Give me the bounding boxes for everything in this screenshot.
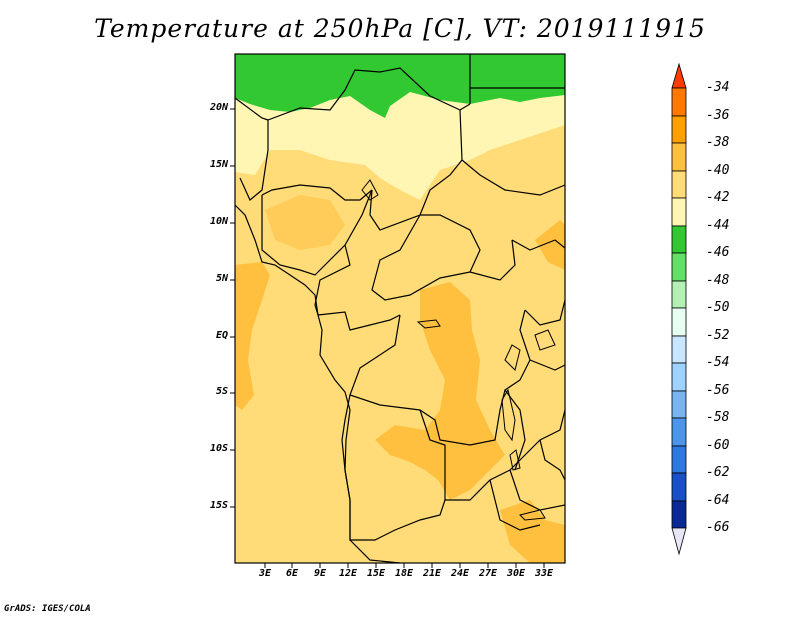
- colorbar-box-14: [671, 445, 687, 474]
- colorbar-box-6: [671, 225, 687, 254]
- lon-label-18e: 18E: [394, 568, 414, 579]
- temperature-field: [235, 54, 565, 563]
- colorbar-label-m54: -54: [706, 355, 730, 370]
- lakes: [361, 179, 556, 521]
- colorbar-label-m50: -50: [706, 300, 730, 315]
- map-title: Temperature at 250hPa [C], VT: 201911191…: [94, 14, 706, 43]
- colorbar-box-9: [671, 307, 687, 337]
- colorbar-label-m64: -64: [706, 493, 730, 508]
- lon-label-33e: 33E: [534, 568, 554, 579]
- temp-patch-central: [375, 282, 505, 500]
- country-borders: [235, 54, 565, 563]
- temp-patch-east: [535, 220, 565, 270]
- coastline: [234, 204, 351, 540]
- colorbar-box-15: [671, 472, 687, 502]
- colorbar-label-m66: -66: [706, 520, 730, 535]
- axis-ticks: [230, 108, 545, 568]
- colorbar-box-13: [671, 417, 687, 447]
- colorbar-label-m62: -62: [706, 465, 730, 480]
- colorbar-label-m44: -44: [706, 218, 730, 233]
- colorbar-label-m60: -60: [706, 438, 730, 453]
- lon-label-27e: 27E: [478, 568, 498, 579]
- colorbar-box-4: [671, 170, 687, 199]
- colorbar-box-2: [671, 115, 687, 144]
- lat-label-10s: 10S: [209, 443, 228, 454]
- colorbar-label-m36: -36: [706, 108, 730, 123]
- lat-label-15s: 15S: [209, 500, 228, 511]
- colorbar-box-16: [671, 500, 687, 529]
- colorbar-box-10: [671, 335, 687, 364]
- temp-patch-southeast: [500, 500, 565, 563]
- colorbar-bottom-arrow: [671, 527, 687, 556]
- colorbar-label-m42: -42: [706, 190, 730, 205]
- colorbar-label-m46: -46: [706, 245, 730, 260]
- lat-label-5s: 5S: [215, 386, 228, 397]
- footer-credit: GrADS: IGES/COLA: [4, 604, 91, 614]
- temp-patch-north: [265, 195, 345, 250]
- lon-label-6e: 6E: [285, 568, 299, 579]
- colorbar-label-m56: -56: [706, 383, 730, 398]
- colorbar-box-1: [671, 87, 687, 117]
- colorbar-label-m40: -40: [706, 163, 730, 178]
- colorbar-box-5: [671, 197, 687, 227]
- lon-label-21e: 21E: [422, 568, 442, 579]
- lon-label-24e: 24E: [450, 568, 470, 579]
- lon-label-3e: 3E: [258, 568, 272, 579]
- colorbar-label-m38: -38: [706, 135, 730, 150]
- lon-label-15e: 15E: [366, 568, 386, 579]
- lat-label-5n: 5N: [215, 273, 228, 284]
- lat-label-15n: 15N: [209, 159, 228, 170]
- lon-label-30e: 30E: [506, 568, 526, 579]
- lon-label-12e: 12E: [338, 568, 358, 579]
- colorbar-top-arrow: [671, 62, 687, 89]
- colorbar-label-m48: -48: [706, 273, 730, 288]
- colorbar-label-m52: -52: [706, 328, 730, 343]
- colorbar-box-7: [671, 252, 687, 282]
- lon-label-9e: 9E: [313, 568, 327, 579]
- colorbar-box-12: [671, 390, 687, 419]
- colorbar-label-m58: -58: [706, 410, 730, 425]
- colorbar-box-8: [671, 280, 687, 309]
- temp-patch-west: [235, 262, 270, 410]
- colorbar-box-11: [671, 362, 687, 392]
- temp-band-green: [235, 54, 565, 118]
- colorbar-label-m34: -34: [706, 80, 730, 95]
- colorbar: [671, 62, 687, 556]
- lat-label-10n: 10N: [209, 216, 228, 227]
- lat-label-20n: 20N: [209, 102, 228, 113]
- colorbar-box-3: [671, 142, 687, 172]
- map-frame: [234, 53, 566, 564]
- lat-label-eq: EQ: [215, 330, 228, 341]
